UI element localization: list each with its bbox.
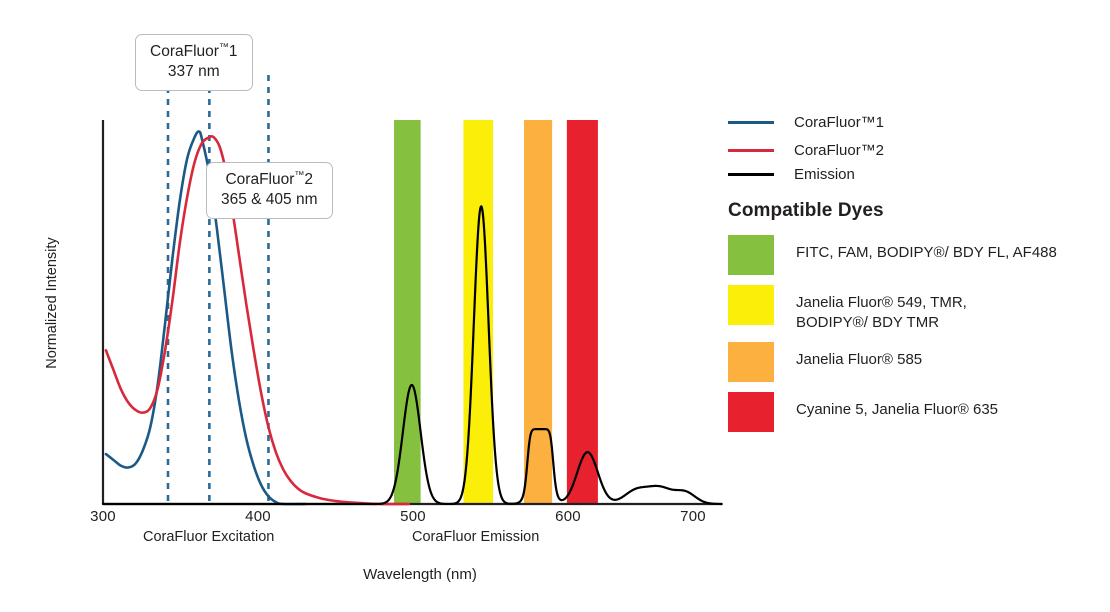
plot-area: 300 400 500 600 700 CoraFluor Excitation… (44, 34, 723, 583)
legend-item-corafluor-2: CoraFluor™2 (728, 140, 884, 160)
dye-color-swatch-red (728, 392, 774, 432)
callout-2-value: 365 & 405 nm (221, 190, 318, 208)
x-tick-label-400: 400 (245, 508, 271, 525)
x-axis-title: Wavelength (nm) (363, 566, 477, 583)
curve-emission (101, 205, 723, 506)
curve-corafluor-2 (104, 135, 411, 506)
spectra-curves (101, 130, 723, 506)
callout-1-title: CoraFluor™1 (150, 42, 238, 61)
emission-bands (394, 120, 598, 504)
dye-color-swatch-green (728, 235, 774, 275)
dye-legend-item-yellow: Janelia Fluor® 549, TMR, BODIPY®/ BDY TM… (728, 285, 967, 334)
x-tick-label-500: 500 (400, 508, 426, 525)
x-tick-label-700: 700 (680, 508, 706, 525)
x-tick-label-600: 600 (555, 508, 581, 525)
dye-label-green: FITC, FAM, BODIPY®/ BDY FL, AF488 (796, 244, 1057, 261)
curve-corafluor-1 (104, 130, 307, 506)
dye-legend-item-red: Cyanine 5, Janelia Fluor® 635 (728, 392, 998, 432)
dye-label-red: Cyanine 5, Janelia Fluor® 635 (796, 401, 999, 418)
emission-band-0 (394, 120, 421, 504)
callout-corafluor-2: CoraFluor™2 365 & 405 nm (206, 162, 333, 219)
spectra-plot (101, 75, 723, 506)
legend-line-swatch-emission (728, 172, 774, 176)
legend-label-corafluor-2: CoraFluor™2 (794, 141, 885, 159)
dye-color-swatch-orange (728, 342, 774, 382)
legend-line-swatch-corafluor-1 (728, 120, 774, 124)
legend-item-corafluor-1: CoraFluor™1 (728, 112, 884, 132)
callout-corafluor-1: CoraFluor™1 337 nm (135, 34, 253, 91)
dye-label-orange: Janelia Fluor® 585 (796, 351, 923, 368)
callout-1-value: 337 nm (167, 62, 220, 80)
legend-panel: CoraFluor™1 CoraFluor™2 Emission Compati… (728, 0, 1110, 612)
x-tick-label-300: 300 (90, 508, 116, 525)
x-sub-label-emission: CoraFluor Emission (412, 529, 540, 545)
legend-line-swatch-corafluor-2 (728, 148, 774, 152)
callout-2-title: CoraFluor™2 (225, 170, 314, 189)
legend-item-emission: Emission (728, 164, 855, 184)
compatible-dyes-heading: Compatible Dyes (728, 200, 884, 221)
dye-legend-item-green: FITC, FAM, BODIPY®/ BDY FL, AF488 (728, 235, 1057, 275)
legend-label-emission: Emission (794, 165, 855, 183)
dye-color-swatch-yellow (728, 285, 774, 325)
y-axis-title: Normalized Intensity (44, 237, 60, 369)
excitation-marker-lines (166, 75, 270, 504)
legend-label-corafluor-1: CoraFluor™1 (794, 113, 885, 131)
emission-band-3 (566, 120, 598, 504)
x-sub-label-excitation: CoraFluor Excitation (143, 529, 275, 545)
dye-legend-item-orange: Janelia Fluor® 585 (728, 342, 922, 382)
dye-label-yellow: Janelia Fluor® 549, TMR, BODIPY®/ BDY TM… (796, 294, 967, 332)
